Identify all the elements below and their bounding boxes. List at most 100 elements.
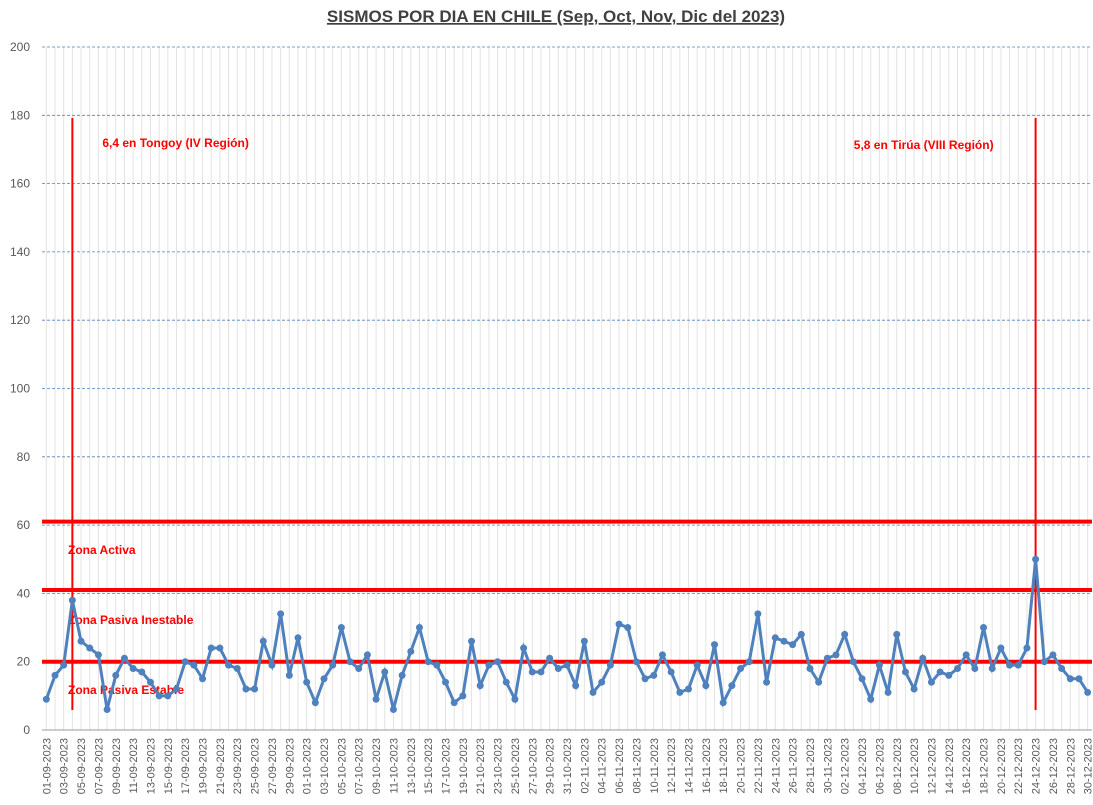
x-tick-label: 28-11-2023: [805, 738, 817, 793]
x-tick-label: 23-09-2023: [232, 738, 244, 794]
x-tick-label: 22-11-2023: [753, 738, 765, 793]
x-tick-label: 28-12-2023: [1065, 738, 1077, 794]
y-tick-label: 180: [10, 108, 30, 122]
point: [849, 658, 857, 666]
point: [468, 637, 476, 645]
point: [242, 685, 250, 693]
point: [415, 624, 423, 632]
point: [658, 651, 666, 659]
point: [277, 610, 285, 618]
point: [398, 671, 406, 679]
point: [823, 654, 831, 662]
x-tick-label: 21-10-2023: [475, 738, 487, 794]
point: [42, 695, 50, 703]
y-tick-label: 200: [10, 40, 30, 54]
point: [1049, 651, 1057, 659]
x-tick-label: 21-09-2023: [215, 738, 227, 794]
point: [780, 637, 788, 645]
point: [711, 641, 719, 649]
point: [207, 644, 215, 652]
point: [86, 644, 94, 652]
point: [927, 678, 935, 686]
x-tick-label: 12-11-2023: [666, 738, 678, 793]
x-tick-label: 12-12-2023: [926, 738, 938, 794]
point: [389, 706, 397, 714]
x-tick-label: 26-11-2023: [788, 738, 800, 793]
point: [346, 658, 354, 666]
y-tick-label: 120: [10, 313, 30, 327]
point: [919, 654, 927, 662]
point: [303, 678, 311, 686]
x-tick-label: 16-11-2023: [701, 738, 713, 793]
x-tick-label: 04-12-2023: [857, 738, 869, 794]
point: [754, 610, 762, 618]
x-tick-label: 30-11-2023: [822, 738, 834, 793]
point: [112, 671, 120, 679]
point: [1023, 644, 1031, 652]
point: [94, 651, 102, 659]
x-tick-label: 11-09-2023: [128, 738, 140, 793]
y-tick-label: 60: [17, 518, 31, 532]
x-tick-label: 24-12-2023: [1031, 738, 1043, 794]
point: [268, 661, 276, 669]
point: [962, 651, 970, 659]
point: [832, 651, 840, 659]
point: [225, 661, 233, 669]
point: [233, 665, 241, 673]
point: [580, 637, 588, 645]
y-tick-label: 0: [23, 723, 30, 737]
point: [502, 678, 510, 686]
point: [667, 668, 675, 676]
x-tick-label: 11-10-2023: [388, 738, 400, 793]
x-tick-label: 18-12-2023: [979, 738, 991, 794]
point: [355, 665, 363, 673]
point: [884, 688, 892, 696]
x-tick-label: 03-10-2023: [319, 738, 331, 794]
point: [146, 678, 154, 686]
x-tick-label: 16-12-2023: [961, 738, 973, 794]
x-tick-label: 22-12-2023: [1013, 738, 1025, 794]
point: [363, 651, 371, 659]
point: [893, 630, 901, 638]
y-tick-label: 20: [17, 655, 31, 669]
point: [771, 634, 779, 642]
point: [806, 665, 814, 673]
point: [763, 678, 771, 686]
point: [1032, 555, 1040, 563]
x-tick-label: 05-10-2023: [336, 738, 348, 794]
x-tick-label: 01-10-2023: [302, 738, 314, 794]
point: [459, 692, 467, 700]
x-tick-label: 03-09-2023: [59, 738, 71, 794]
point: [606, 661, 614, 669]
event-label: 6,4 en Tongoy (IV Región): [102, 136, 248, 150]
x-tick-label: 17-09-2023: [180, 738, 192, 794]
point: [155, 692, 163, 700]
point: [572, 682, 580, 690]
point: [945, 671, 953, 679]
point: [485, 661, 493, 669]
x-tick-label: 30-12-2023: [1083, 738, 1093, 794]
point: [372, 695, 380, 703]
x-tick-label: 04-11-2023: [597, 738, 609, 793]
point: [103, 706, 111, 714]
x-tick-label: 19-10-2023: [458, 738, 470, 794]
point: [546, 654, 554, 662]
point: [684, 685, 692, 693]
x-tick-label: 15-10-2023: [423, 738, 435, 794]
zone-label: Zona Activa: [68, 543, 136, 557]
point: [650, 671, 658, 679]
point: [1084, 688, 1092, 696]
x-tick-label: 14-12-2023: [944, 738, 956, 794]
x-tick-label: 31-10-2023: [562, 738, 574, 794]
x-tick-label: 05-09-2023: [76, 738, 88, 794]
point: [719, 699, 727, 707]
event-label: 5,8 en Tirúa (VIII Región): [854, 138, 994, 152]
x-tick-label: 29-10-2023: [545, 738, 557, 794]
point: [520, 644, 528, 652]
point: [1014, 661, 1022, 669]
point: [320, 675, 328, 683]
x-tick-label: 08-11-2023: [631, 738, 643, 793]
point: [337, 624, 345, 632]
point: [190, 661, 198, 669]
point: [997, 644, 1005, 652]
